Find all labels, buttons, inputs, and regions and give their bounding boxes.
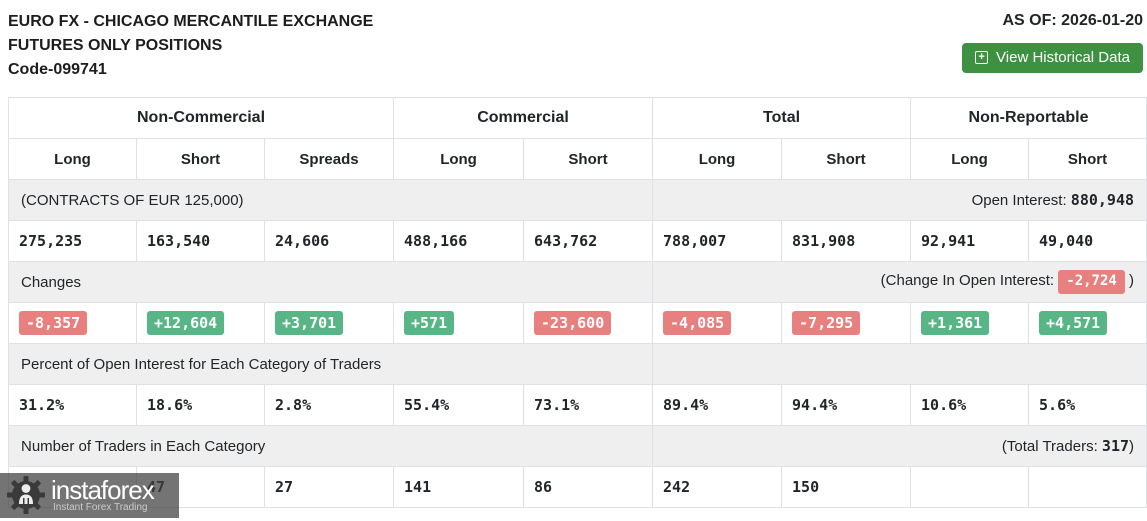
- positions-nr-short: 49,040: [1029, 221, 1147, 262]
- positions-c-short: 643,762: [524, 221, 653, 262]
- change-nr-long: +1,361: [911, 303, 1029, 344]
- positions-nc-spreads: 24,606: [265, 221, 394, 262]
- change-badge: +571: [404, 311, 454, 336]
- col-nc-spreads: Spreads: [265, 139, 394, 180]
- as-of-date: AS OF: 2026-01-20: [1002, 12, 1143, 30]
- group-non-reportable: Non-Reportable: [911, 98, 1147, 139]
- changes-label: Changes: [9, 262, 653, 303]
- changes-label-row: Changes (Change In Open Interest: -2,724…: [9, 262, 1147, 303]
- change-nc-short: +12,604: [137, 303, 265, 344]
- percent-nr-short: 5.6%: [1029, 385, 1147, 426]
- changes-row: -8,357 +12,604 +3,701 +571 -23,600 -4,08…: [9, 303, 1147, 344]
- positions-row: 275,235 163,540 24,606 488,166 643,762 7…: [9, 221, 1147, 262]
- percent-t-long: 89.4%: [653, 385, 782, 426]
- percent-row: 31.2% 18.6% 2.8% 55.4% 73.1% 89.4% 94.4%…: [9, 385, 1147, 426]
- report-header: EURO FX - CHICAGO MERCANTILE EXCHANGE FU…: [8, 10, 1146, 82]
- positions-nc-short: 163,540: [137, 221, 265, 262]
- instaforex-gear-logo-icon: [5, 473, 47, 521]
- group-commercial: Commercial: [394, 98, 653, 139]
- report-title-block: EURO FX - CHICAGO MERCANTILE EXCHANGE FU…: [8, 10, 373, 82]
- change-badge: -8,357: [19, 311, 87, 336]
- percent-label-right: [653, 344, 1147, 385]
- percent-c-short: 73.1%: [524, 385, 653, 426]
- change-oi-suffix: ): [1125, 272, 1134, 289]
- header-right: AS OF: 2026-01-20 + View Historical Data: [962, 10, 1143, 73]
- calendar-plus-icon: +: [975, 51, 988, 64]
- open-interest-value: 880,948: [1071, 191, 1134, 209]
- positions-t-short: 831,908: [782, 221, 911, 262]
- column-header-row: Long Short Spreads Long Short Long Short…: [9, 139, 1147, 180]
- percent-label: Percent of Open Interest for Each Catego…: [9, 344, 653, 385]
- open-interest-label: Open Interest:: [972, 192, 1071, 209]
- traders-label-row: Number of Traders in Each Category (Tota…: [9, 426, 1147, 467]
- view-historical-data-label: View Historical Data: [996, 49, 1130, 66]
- change-t-long: -4,085: [653, 303, 782, 344]
- instaforex-watermark: instaforex Instant Forex Trading: [0, 473, 179, 518]
- positions-t-long: 788,007: [653, 221, 782, 262]
- change-c-long: +571: [394, 303, 524, 344]
- change-nr-short: +4,571: [1029, 303, 1147, 344]
- group-non-commercial: Non-Commercial: [9, 98, 394, 139]
- change-badge: -7,295: [792, 311, 860, 336]
- change-oi-prefix: (Change In Open Interest:: [881, 272, 1059, 289]
- positions-nc-long: 275,235: [9, 221, 137, 262]
- change-open-interest-cell: (Change In Open Interest: -2,724 ): [653, 262, 1147, 303]
- report-code: Code-099741: [8, 58, 373, 82]
- traders-nr-long: [911, 467, 1029, 508]
- col-nr-short: Short: [1029, 139, 1147, 180]
- total-traders-suffix: ): [1129, 438, 1134, 455]
- total-traders-value: 317: [1102, 437, 1129, 455]
- change-c-short: -23,600: [524, 303, 653, 344]
- contracts-label: (CONTRACTS OF EUR 125,000): [9, 180, 653, 221]
- percent-label-row: Percent of Open Interest for Each Catego…: [9, 344, 1147, 385]
- traders-c-short: 86: [524, 467, 653, 508]
- watermark-text: instaforex Instant Forex Trading: [51, 478, 154, 514]
- group-header-row: Non-Commercial Commercial Total Non-Repo…: [9, 98, 1147, 139]
- positions-c-long: 488,166: [394, 221, 524, 262]
- change-badge: +3,701: [275, 311, 343, 336]
- traders-label: Number of Traders in Each Category: [9, 426, 653, 467]
- percent-nc-short: 18.6%: [137, 385, 265, 426]
- change-badge: +1,361: [921, 311, 989, 336]
- open-interest-cell: Open Interest: 880,948: [653, 180, 1147, 221]
- change-nc-spreads: +3,701: [265, 303, 394, 344]
- col-t-short: Short: [782, 139, 911, 180]
- change-badge: -4,085: [663, 311, 731, 336]
- col-t-long: Long: [653, 139, 782, 180]
- col-c-long: Long: [394, 139, 524, 180]
- traders-t-short: 150: [782, 467, 911, 508]
- traders-t-long: 242: [653, 467, 782, 508]
- change-badge: +12,604: [147, 311, 224, 336]
- group-total: Total: [653, 98, 911, 139]
- percent-c-long: 55.4%: [394, 385, 524, 426]
- percent-nc-long: 31.2%: [9, 385, 137, 426]
- traders-row: 47 27 141 86 242 150: [9, 467, 1147, 508]
- traders-nc-spreads: 27: [265, 467, 394, 508]
- positions-nr-long: 92,941: [911, 221, 1029, 262]
- change-nc-long: -8,357: [9, 303, 137, 344]
- change-badge: -23,600: [534, 311, 611, 336]
- page: EURO FX - CHICAGO MERCANTILE EXCHANGE FU…: [0, 0, 1147, 518]
- col-c-short: Short: [524, 139, 653, 180]
- report-title: EURO FX - CHICAGO MERCANTILE EXCHANGE: [8, 10, 373, 34]
- view-historical-data-button[interactable]: + View Historical Data: [962, 43, 1143, 73]
- col-nc-short: Short: [137, 139, 265, 180]
- traders-nr-short: [1029, 467, 1147, 508]
- total-traders-prefix: (Total Traders:: [1002, 438, 1102, 455]
- report-subtitle: FUTURES ONLY POSITIONS: [8, 34, 373, 58]
- percent-t-short: 94.4%: [782, 385, 911, 426]
- watermark-brand: instaforex: [51, 478, 154, 502]
- watermark-tagline: Instant Forex Trading: [53, 502, 154, 514]
- cot-positions-table: Non-Commercial Commercial Total Non-Repo…: [8, 97, 1147, 508]
- change-oi-badge: -2,724: [1058, 270, 1125, 294]
- total-traders-cell: (Total Traders: 317): [653, 426, 1147, 467]
- col-nc-long: Long: [9, 139, 137, 180]
- change-badge: +4,571: [1039, 311, 1107, 336]
- col-nr-long: Long: [911, 139, 1029, 180]
- change-t-short: -7,295: [782, 303, 911, 344]
- contracts-label-row: (CONTRACTS OF EUR 125,000) Open Interest…: [9, 180, 1147, 221]
- percent-nc-spreads: 2.8%: [265, 385, 394, 426]
- traders-c-long: 141: [394, 467, 524, 508]
- percent-nr-long: 10.6%: [911, 385, 1029, 426]
